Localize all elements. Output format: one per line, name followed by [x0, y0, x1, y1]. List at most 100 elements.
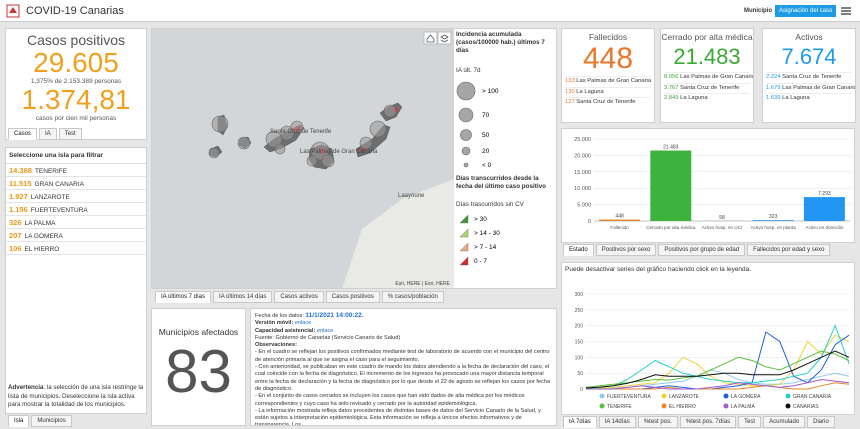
island-count: 207	[9, 231, 22, 240]
island-row[interactable]: 1.156 FUERTEVENTURA	[6, 203, 146, 216]
mobile-label: Versión móvil:	[255, 320, 294, 327]
tab[interactable]: IA últimos 7 días	[155, 291, 212, 303]
island-row[interactable]: 1.927 LANZAROTE	[6, 190, 146, 203]
tab[interactable]: Municipios	[31, 415, 72, 427]
capacity-line: Capacidad asistencial: enlace	[255, 328, 552, 335]
tab[interactable]: Positivos por sexo	[595, 244, 657, 256]
tab[interactable]: Casos	[8, 128, 38, 140]
bubble	[369, 120, 387, 138]
islands-title: Seleccione una isla para filtrar	[6, 148, 146, 164]
layers-button[interactable]	[437, 31, 452, 45]
bubble	[279, 125, 295, 141]
notes-panel: Fecha de los datos: 11/1/2021 14:00:22. …	[250, 308, 557, 426]
legend-marker	[661, 393, 667, 399]
tab[interactable]: Casos activos	[274, 291, 324, 303]
series-line	[586, 382, 850, 390]
tab[interactable]: %test pos. 7días	[679, 416, 737, 428]
island-count: 1.927	[9, 192, 28, 201]
legend-label: > 7 - 14	[474, 244, 497, 251]
tab[interactable]: Acumulado	[763, 416, 806, 428]
legend-label: > 100	[482, 88, 499, 95]
bubble	[290, 120, 304, 134]
kpi-title: Cerrado por alta médica	[661, 32, 753, 42]
tab[interactable]: IA	[39, 128, 57, 140]
kpi-row-value: 3.767	[664, 84, 679, 91]
kpi-row-value: 1.639	[766, 95, 781, 101]
kpi-row-value: 2.224	[766, 74, 781, 80]
x-tick-label: Activo en domicilio	[805, 225, 843, 230]
paragraph: - La información mostrada refleja datos …	[255, 407, 541, 426]
legend-text-box: IA últ. 7d	[456, 67, 481, 74]
menu-icon[interactable]	[841, 6, 851, 16]
bubble	[383, 104, 397, 118]
bar	[752, 219, 794, 221]
tab[interactable]: Estado	[563, 244, 594, 256]
x-tick-label: Activo hosp. en UCI	[702, 225, 743, 230]
kpi-list: 8.056 Las Palmas de Gran Canaria 3.767 Sa…	[661, 72, 753, 104]
island-row[interactable]: 207 LA GOMERA	[6, 229, 146, 242]
island-name: EL HIERRO	[24, 246, 60, 253]
tab[interactable]: IA 7días	[563, 416, 597, 428]
island-name: TENERIFE	[34, 168, 68, 175]
municipios-title: Municipios afectados	[158, 327, 239, 337]
header: COVID-19 Canarias Municipio Asignación d…	[0, 0, 860, 22]
legend-label: LANZAROTE	[669, 394, 700, 400]
kpi-row-value: 2.849	[664, 95, 679, 101]
municipios-panel: Municipios afectados 83	[151, 308, 246, 426]
y-tick-label: 200	[575, 324, 584, 330]
tab[interactable]: %test pos.	[637, 416, 678, 428]
summary-panel: Casos positivos 29.605 1,375% de 2.153.3…	[5, 28, 147, 140]
legend-label: 0 - 7	[474, 258, 487, 265]
bubble	[265, 130, 283, 148]
x-tick-label: Fallecido	[610, 225, 629, 230]
bubble	[237, 136, 251, 150]
line-tabs: IA 7días IA 14días %test pos. %test pos. 7d…	[563, 416, 835, 428]
kpi-panel: Fallecidos 448 133 Las Palmas de Gran Cana…	[561, 28, 655, 123]
map-label: Laayoune	[398, 193, 425, 199]
tab[interactable]: Casos positivos	[325, 291, 380, 303]
series-line	[585, 350, 850, 389]
tab[interactable]: IA últimos 14 días	[213, 291, 273, 303]
y-tick-label: 5.000	[577, 203, 591, 209]
date-label: Fecha de los datos:	[255, 313, 304, 319]
value-label: 21.483	[663, 145, 679, 151]
island-row[interactable]: 14.368 TENERIFE	[6, 164, 146, 177]
tab[interactable]: % casos/población	[381, 291, 444, 303]
summary-title: Casos positivos	[26, 32, 126, 48]
line-chart: 0 50 100 150 200 250 300 FUERTEVENTURA LANZAROTE…	[575, 292, 850, 410]
mobile-link[interactable]: enlace	[294, 320, 312, 327]
kpi-list: 2.224 Santa Cruz de Tenerife 1.679 Las Pa…	[763, 72, 855, 104]
y-tick-label: 50	[577, 371, 583, 377]
tab[interactable]: Diario	[807, 416, 835, 428]
value-label: 323	[769, 214, 778, 220]
island-row[interactable]: 326 LA PALMA	[6, 216, 146, 229]
incidence-bubbles	[208, 104, 397, 168]
note-text: : la selección de una isla restringe la …	[8, 384, 144, 408]
land	[342, 179, 454, 288]
tab[interactable]: Test	[58, 128, 82, 140]
summary-total: 29.605	[33, 47, 119, 78]
map-label: Las Palmas de Gran Canaria	[300, 149, 378, 155]
value-label: 7.293	[818, 191, 831, 197]
bar-chart: 0 5.000 10.000 15.000 20.000 25.000 448 Falleci…	[574, 137, 850, 230]
legend-marker	[723, 403, 729, 409]
paragraph: - En el cuadro se reflejan los positivos…	[255, 349, 550, 363]
legend-label: < 0	[482, 162, 492, 169]
assign-button[interactable]: Asignación del caso	[775, 5, 837, 17]
legend-bubble	[463, 162, 469, 168]
island-row[interactable]: 106 EL HIERRO	[6, 242, 146, 255]
capacity-link[interactable]: enlace	[316, 327, 334, 334]
tab[interactable]: IA 14días	[598, 416, 636, 428]
kpi-title: Activos	[795, 32, 823, 42]
legend-label: TENERIFE	[607, 404, 632, 410]
logo	[6, 4, 20, 18]
island-row[interactable]: 11.515 GRAN CANARIA	[6, 177, 146, 190]
tab[interactable]: Fallecidos por edad y sexo	[747, 244, 831, 256]
kpi-row: 2.849 La Laguna	[664, 93, 750, 104]
island-name: LA PALMA	[24, 220, 56, 227]
tab[interactable]: Test	[738, 416, 762, 428]
tab[interactable]: Isla	[8, 415, 30, 427]
legend-label: > 14 - 30	[474, 230, 500, 237]
tab[interactable]: Positivos por grupo de edad	[658, 244, 746, 256]
